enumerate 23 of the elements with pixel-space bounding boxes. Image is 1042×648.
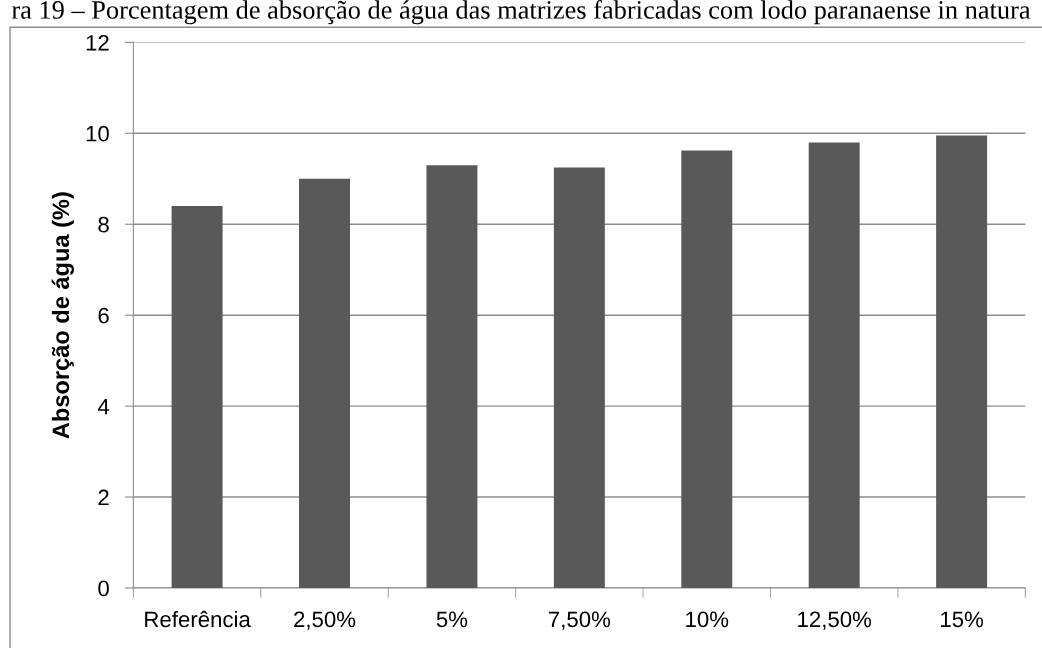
x-tick-label: 2,50% [294, 611, 356, 630]
bar [681, 150, 733, 588]
bar [808, 142, 860, 588]
bar [553, 167, 605, 588]
y-tick-label: 2 [98, 489, 109, 506]
bar [936, 135, 988, 588]
bar [299, 178, 350, 588]
y-tick-label: 10 [86, 125, 109, 142]
y-tick-label: 12 [86, 34, 109, 51]
x-tick-label: 15% [941, 611, 984, 628]
chart-title: ra 19 – Porcentagem de absorção de água das matrizes fabricadas com lodo paranaense in natura [11, 0, 1031, 25]
x-tick-label: 7,50% [548, 611, 611, 630]
y-tick-label: 8 [98, 216, 109, 233]
bar [426, 165, 478, 588]
y-axis-title: Absorção de água (%) [51, 192, 74, 439]
x-tick-label: 12,50% [798, 611, 872, 630]
y-tick-label: 0 [98, 580, 109, 597]
x-tick-label: 10% [686, 611, 729, 628]
y-tick-label: 6 [98, 307, 109, 324]
bar [171, 206, 223, 588]
y-tick-label: 4 [97, 398, 110, 415]
x-tick-label: Referência [145, 610, 251, 628]
x-tick-label: 5% [436, 611, 468, 628]
